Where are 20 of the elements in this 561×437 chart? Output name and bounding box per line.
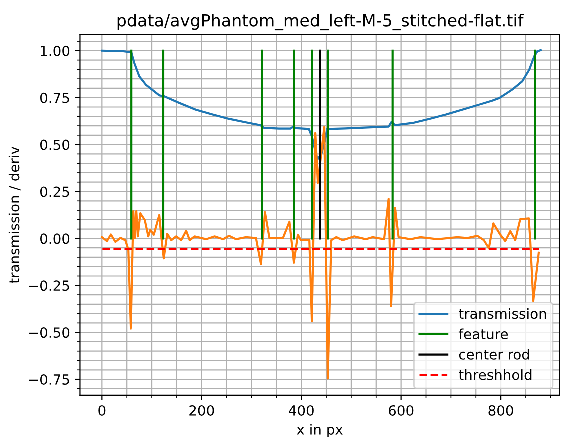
y-tick-label: −0.25 (29, 280, 70, 292)
y-tick-label: −0.75 (29, 374, 70, 385)
legend-label: feature (458, 328, 508, 340)
legend-label: threshhold (459, 370, 532, 380)
y-tick-label: −0.50 (29, 328, 70, 338)
y-tick-label: 0.75 (40, 92, 70, 104)
x-tick-label: 200 (190, 405, 214, 416)
x-tick-label: 800 (488, 405, 514, 416)
y-axis-title: transmission / deriv (8, 146, 21, 284)
chart-title: pdata/avgPhantom_med_left-M-5_stitched-flat.tif (118, 14, 524, 31)
x-tick-label: 0 (98, 405, 106, 416)
legend-label: transmission (459, 308, 546, 320)
y-tick-label: 0.50 (40, 140, 70, 150)
y-tick-label: 0.00 (40, 234, 70, 244)
line-series (101, 49, 542, 161)
y-tick-label: 1.00 (41, 46, 70, 56)
legend-label: center rod (459, 349, 530, 360)
x-tick-label: 600 (389, 405, 414, 416)
y-tick-label: 0.25 (40, 186, 70, 198)
x-tick-label: 400 (289, 405, 314, 416)
